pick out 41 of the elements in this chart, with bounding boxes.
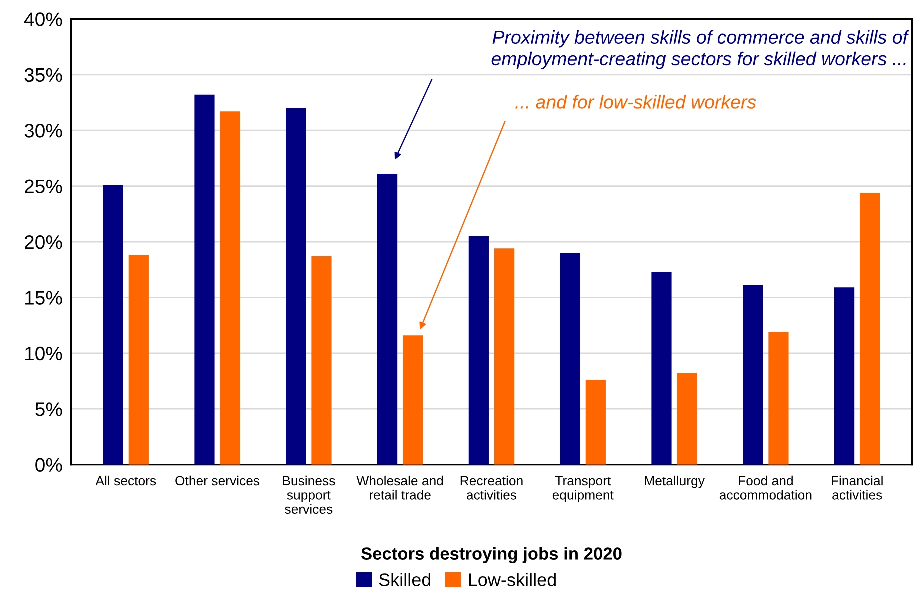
bar (286, 108, 306, 465)
y-tick-label: 40% (24, 12, 62, 26)
bar (403, 336, 424, 465)
y-tick-label: 15% (26, 291, 62, 305)
x-tick-label: All sectors (96, 476, 156, 486)
bar (677, 373, 698, 465)
x-tick-label: Food and accommodation (720, 476, 812, 500)
y-tick-label: 5% (36, 402, 62, 416)
annotation: Proximity between skills of commerce and skills of employment-creating sectors for skilled workers ... (492, 30, 910, 70)
x-tick-label: Other services (176, 476, 260, 486)
bar (468, 236, 489, 465)
bar (768, 332, 789, 465)
x-axis-title: Sectors destroying jobs in 2020 (362, 547, 622, 564)
y-tick-label: 10% (26, 346, 62, 361)
y-tick-label: 20% (25, 235, 62, 250)
bar (834, 288, 855, 465)
bar (220, 112, 240, 465)
bar (652, 272, 672, 465)
bar (586, 380, 606, 465)
x-tick-label: Metallurgy (645, 476, 705, 488)
x-tick-label: Wholesale and retail trade (356, 476, 444, 500)
bar (194, 94, 215, 465)
x-tick-label: Transport equipment (552, 476, 614, 502)
y-tick-label: 25% (25, 180, 62, 194)
y-tick-label: 35% (24, 68, 62, 82)
bar (377, 174, 398, 465)
x-tick-label: Financial activities (832, 476, 883, 500)
y-tick-label: 0% (36, 458, 62, 472)
bar (128, 255, 149, 465)
annotation: ... and for low-skilled workers (516, 95, 756, 109)
legend-label: Skilled (379, 573, 431, 586)
bar (312, 256, 332, 465)
bar (560, 253, 580, 465)
bar (103, 185, 124, 465)
bar (860, 192, 880, 465)
x-tick-label: Business support services (283, 476, 336, 514)
x-tick-label: Recreation activities (460, 476, 523, 500)
bar (494, 248, 515, 465)
bar (743, 285, 764, 465)
y-tick-label: 30% (24, 124, 62, 138)
legend-label: Low-skilled (469, 573, 556, 586)
